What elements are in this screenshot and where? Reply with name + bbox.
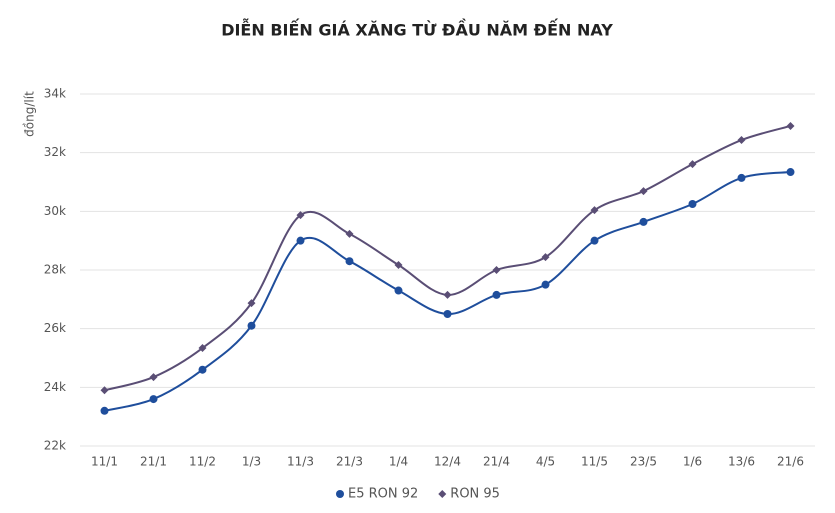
x-tick-label: 12/4 (434, 455, 461, 469)
x-tick-label: 1/4 (389, 455, 408, 469)
point (345, 257, 354, 266)
point (198, 365, 207, 374)
x-tick-label: 1/6 (683, 455, 702, 469)
point (149, 395, 158, 404)
y-axis-label: đồng/lít (23, 91, 37, 137)
point (149, 373, 158, 382)
point (541, 280, 550, 289)
series-line (104, 125, 791, 392)
point (737, 136, 746, 145)
point (247, 299, 256, 308)
point (688, 200, 697, 208)
point (443, 310, 452, 318)
y-tick-label: 32k (44, 145, 66, 159)
point (345, 229, 354, 238)
x-tick-label: 21/3 (336, 455, 363, 469)
legend-marker (438, 490, 447, 498)
x-tick-label: 21/1 (140, 455, 167, 469)
x-tick-label: 21/6 (777, 455, 804, 469)
x-tick-label: 11/1 (91, 455, 118, 469)
point (786, 121, 795, 130)
x-tick-label: 23/5 (630, 455, 657, 469)
point (443, 290, 452, 299)
point (100, 406, 109, 415)
point (639, 217, 648, 226)
series-line (104, 171, 791, 412)
y-tick-label: 28k (44, 263, 66, 277)
point (394, 286, 403, 295)
legend-label: RON 95 (450, 487, 500, 502)
x-tick-label: 11/2 (189, 455, 216, 469)
point (100, 386, 109, 395)
point (394, 261, 403, 270)
x-tick-label: 11/3 (287, 455, 314, 469)
x-tick-label: 4/5 (536, 455, 555, 469)
legend-marker (336, 490, 344, 498)
point (296, 211, 305, 220)
point (247, 321, 256, 330)
point (198, 344, 207, 353)
x-tick-label: 21/4 (483, 455, 510, 469)
y-tick-label: 26k (44, 321, 66, 335)
point (639, 187, 648, 196)
y-tick-label: 22k (44, 439, 66, 453)
point (688, 160, 697, 169)
y-tick-label: 30k (44, 204, 66, 218)
point (737, 173, 746, 182)
y-tick-label: 24k (44, 380, 66, 394)
point (296, 236, 305, 245)
point (590, 206, 599, 215)
x-tick-label: 1/3 (242, 455, 261, 469)
legend-label: E5 RON 92 (348, 487, 418, 502)
chart-title: DIỄN BIẾN GIÁ XĂNG TỪ ĐẦU NĂM ĐẾN NAY (221, 19, 613, 40)
point (590, 236, 599, 245)
point (492, 290, 501, 299)
y-tick-label: 34k (44, 87, 66, 101)
point (492, 266, 501, 274)
x-tick-label: 13/6 (728, 455, 755, 469)
point (786, 168, 795, 177)
point (541, 253, 550, 262)
x-tick-label: 11/5 (581, 455, 608, 469)
